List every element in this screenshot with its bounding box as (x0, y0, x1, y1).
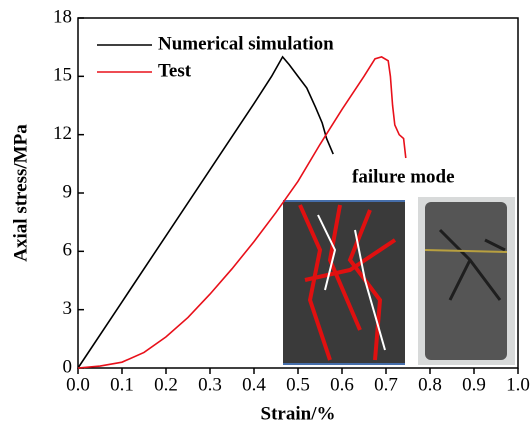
crack-pattern (438, 228, 506, 301)
x-tick-label: 0.3 (198, 374, 222, 395)
y-tick-label: 12 (53, 123, 72, 144)
y-tick-label: 9 (63, 181, 73, 202)
y-tick-label: 15 (53, 65, 72, 86)
legend-label: Test (158, 60, 192, 81)
y-tick-label: 0 (63, 356, 73, 377)
y-tick-label: 3 (63, 298, 73, 319)
x-tick-label: 0.5 (286, 374, 310, 395)
band (424, 249, 508, 253)
x-tick-label: 0.6 (330, 374, 354, 395)
y-tick-label: 6 (63, 240, 73, 261)
x-tick-label: 0.0 (66, 374, 90, 395)
crack-pattern (298, 204, 397, 361)
crack-pattern (317, 214, 386, 351)
y-tick-label: 18 (53, 6, 72, 27)
annotation: failure mode (352, 166, 455, 187)
specimen-photo (425, 202, 507, 360)
x-tick-label: 0.9 (462, 374, 486, 395)
x-tick-label: 0.8 (418, 374, 442, 395)
x-tick-label: 0.4 (242, 374, 266, 395)
series-line (77, 55, 334, 369)
x-tick-label: 0.2 (154, 374, 178, 395)
x-axis-label: Strain/% (261, 403, 336, 424)
failure-photos (283, 197, 515, 365)
y-axis-label: Axial stress/MPa (10, 124, 31, 262)
x-tick-label: 0.7 (374, 374, 398, 395)
series-line (77, 56, 407, 369)
legend-label: Numerical simulation (158, 33, 334, 54)
x-tick-label: 0.1 (110, 374, 134, 395)
simulation-image (283, 200, 405, 365)
x-tick-label: 1.0 (506, 374, 530, 395)
